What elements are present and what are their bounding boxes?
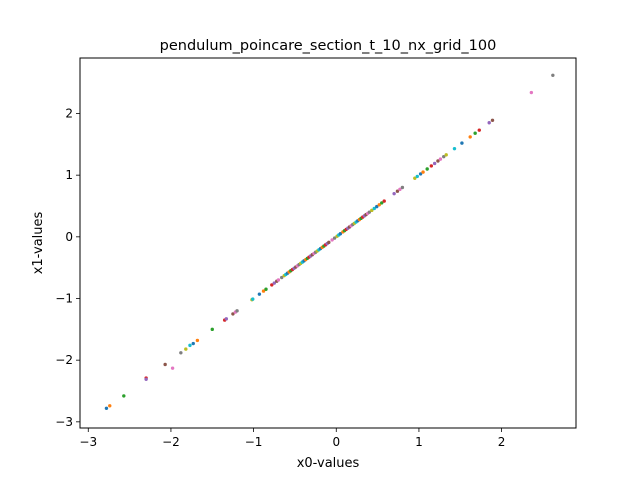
data-point bbox=[380, 201, 384, 205]
data-point bbox=[473, 131, 477, 135]
data-point bbox=[392, 191, 396, 196]
y-tick-label: −2 bbox=[55, 353, 73, 367]
data-point bbox=[251, 297, 255, 301]
data-point bbox=[235, 309, 239, 313]
y-tick-label: 1 bbox=[65, 168, 73, 182]
y-tick-label: −3 bbox=[55, 415, 73, 429]
data-point bbox=[375, 204, 379, 209]
data-point bbox=[421, 170, 425, 174]
x-tick-label: −2 bbox=[162, 435, 180, 449]
data-point bbox=[264, 287, 268, 291]
x-tick-label: 2 bbox=[498, 435, 506, 449]
data-point bbox=[398, 187, 402, 192]
data-point bbox=[551, 73, 555, 77]
data-point bbox=[382, 199, 386, 203]
chart-title: pendulum_poincare_section_t_10_nx_grid_1… bbox=[160, 38, 497, 54]
data-point bbox=[415, 174, 419, 179]
data-point bbox=[452, 146, 457, 151]
points-layer bbox=[104, 73, 555, 410]
data-point bbox=[432, 161, 437, 166]
data-point bbox=[184, 347, 188, 351]
x-tick-label: −3 bbox=[79, 435, 97, 449]
data-point bbox=[179, 351, 183, 355]
data-point bbox=[191, 341, 195, 346]
x-axis-label: x0-values bbox=[297, 456, 360, 471]
y-axis-label: x1-values bbox=[31, 211, 46, 274]
data-point bbox=[332, 236, 337, 240]
data-point bbox=[413, 176, 417, 180]
data-point bbox=[425, 167, 429, 171]
data-point bbox=[261, 289, 266, 293]
data-point bbox=[429, 164, 434, 168]
data-point bbox=[444, 153, 448, 157]
data-point bbox=[122, 394, 126, 398]
data-point bbox=[170, 366, 175, 370]
data-point bbox=[272, 281, 276, 285]
x-tick-label: 1 bbox=[415, 435, 423, 449]
data-point bbox=[460, 141, 464, 145]
data-point bbox=[280, 275, 284, 280]
data-point bbox=[418, 172, 423, 176]
data-point bbox=[529, 90, 534, 95]
data-point bbox=[436, 159, 440, 163]
data-point bbox=[327, 240, 331, 245]
data-point bbox=[195, 338, 200, 343]
data-point bbox=[490, 118, 495, 122]
x-tick-label: −1 bbox=[245, 435, 263, 449]
data-point bbox=[257, 292, 262, 296]
data-point bbox=[338, 232, 343, 236]
data-point bbox=[370, 208, 374, 213]
data-point bbox=[442, 154, 446, 159]
data-point bbox=[400, 185, 405, 190]
data-point bbox=[395, 189, 400, 193]
data-point bbox=[108, 404, 112, 408]
data-point bbox=[224, 317, 229, 321]
data-point bbox=[210, 327, 214, 332]
y-axis-ticks: −3 −2 −1 0 1 2 bbox=[55, 107, 80, 429]
data-point bbox=[330, 238, 334, 242]
data-point bbox=[377, 203, 381, 207]
data-point bbox=[231, 312, 235, 316]
data-point bbox=[438, 157, 443, 161]
y-tick-label: 2 bbox=[65, 107, 73, 121]
data-point bbox=[477, 128, 481, 132]
data-point bbox=[270, 283, 274, 287]
data-point bbox=[276, 278, 281, 282]
data-point bbox=[367, 210, 372, 214]
data-point bbox=[372, 206, 376, 211]
data-point bbox=[104, 406, 109, 410]
plot-frame bbox=[79, 57, 577, 429]
y-tick-label: 0 bbox=[65, 230, 73, 244]
x-tick-label: 0 bbox=[332, 435, 340, 449]
data-point bbox=[188, 343, 192, 348]
data-point bbox=[144, 377, 148, 381]
y-tick-label: −1 bbox=[55, 292, 73, 306]
data-point bbox=[163, 362, 167, 367]
data-point bbox=[468, 135, 472, 139]
data-point bbox=[487, 121, 491, 125]
x-axis-ticks: −3 −2 −1 0 1 2 bbox=[79, 428, 505, 449]
